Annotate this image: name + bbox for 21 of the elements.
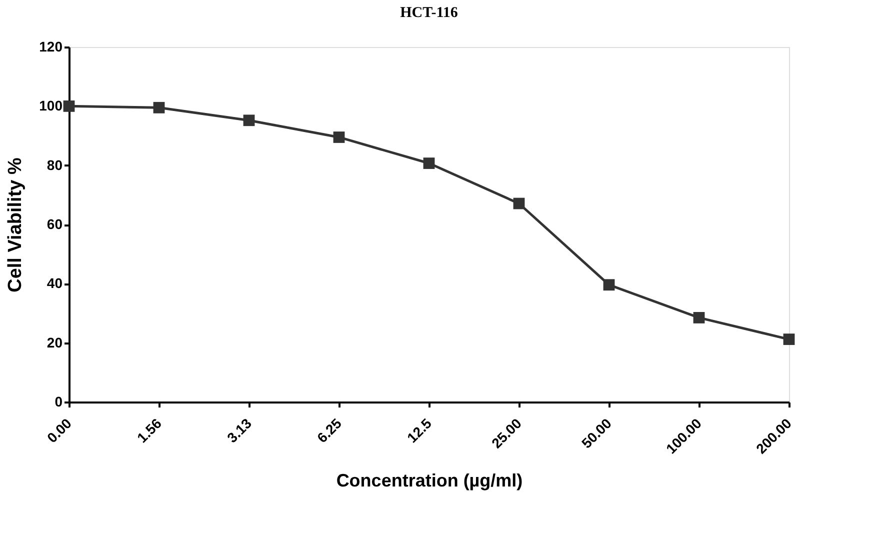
point xyxy=(783,334,795,345)
point xyxy=(423,158,435,169)
x-tick-label: 3.13 xyxy=(224,414,255,446)
point xyxy=(243,114,255,126)
y-axis-title: Cell Viability % xyxy=(5,157,26,292)
y-tick-label: 40 xyxy=(46,275,63,292)
point xyxy=(603,279,615,291)
y-tick-label: 20 xyxy=(46,334,63,350)
y-tick-label: 80 xyxy=(46,156,63,173)
point xyxy=(693,312,705,324)
chart-title: HCT-116 xyxy=(400,5,458,21)
y-tick-label: 0 xyxy=(54,394,63,410)
y-tick-label: 60 xyxy=(46,216,63,232)
point xyxy=(63,100,75,112)
y-tick-label: 100 xyxy=(39,98,63,114)
point xyxy=(513,198,525,210)
point xyxy=(153,102,165,114)
x-tick-label: 0.00 xyxy=(44,414,75,446)
y-tick-label: 120 xyxy=(39,38,63,54)
x-axis-title: Concentration (µg/ml) xyxy=(336,470,523,491)
point xyxy=(333,132,345,143)
